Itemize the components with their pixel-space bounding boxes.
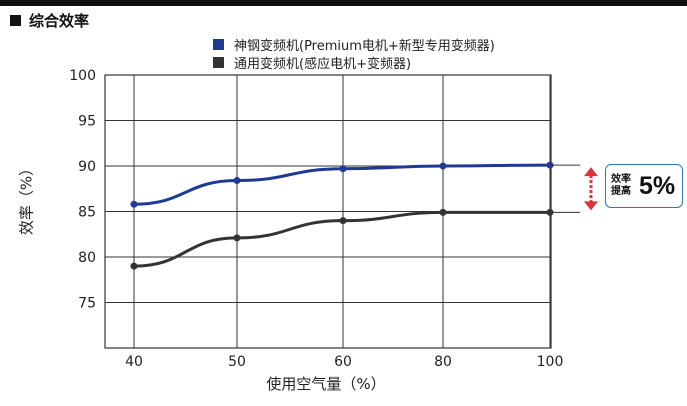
title-text: 综合效率: [29, 12, 90, 30]
chart-ticks: 100 95 90 85 80 75 40 50 60 80 100: [69, 68, 563, 370]
badge-caption-line2: 提高: [611, 186, 631, 197]
legend-item-general: 通用变频机(感应电机+变频器): [213, 53, 495, 72]
series-point-0: [130, 200, 138, 208]
badge-caption: 效率 提高: [611, 174, 637, 198]
chart-series: [130, 161, 580, 270]
legend-swatch-blue: [213, 38, 224, 50]
legend-label-general: 通用变频机(感应电机+变频器): [234, 56, 412, 72]
series-point-0: [233, 177, 241, 185]
chart-grid: [104, 74, 552, 349]
legend-swatch-black: [213, 56, 224, 68]
legend-item-premium: 神钢变频机(Premium电机+新型专用变频器): [213, 35, 495, 54]
x-tick-label: 50: [228, 354, 246, 370]
badge-caption-line1: 效率: [611, 174, 631, 185]
difference-arrow: [584, 167, 598, 211]
series-point-1: [339, 217, 347, 225]
top-border: [0, 0, 687, 6]
title-square-icon: [10, 15, 21, 26]
series-point-1: [130, 262, 138, 270]
efficiency-gain-badge: 效率 提高 5%: [605, 164, 683, 208]
series-point-0: [439, 162, 447, 170]
y-axis-label: 效率（%）: [17, 160, 36, 236]
x-tick-label: 80: [434, 354, 452, 370]
y-tick-label: 85: [78, 205, 96, 221]
arrow-head-up: [584, 167, 598, 177]
legend-label-premium: 神钢变频机(Premium电机+新型专用变频器): [234, 38, 495, 54]
series-point-1: [439, 208, 447, 216]
y-tick-label: 95: [78, 114, 96, 130]
y-tick-label: 80: [78, 250, 96, 266]
x-tick-label: 60: [334, 354, 352, 370]
badge-value: 5%: [639, 171, 676, 200]
series-point-1: [233, 234, 241, 242]
arrow-head-down: [584, 201, 598, 211]
x-tick-label: 40: [125, 354, 143, 370]
y-tick-label: 90: [78, 159, 96, 175]
chart-legend: 神钢变频机(Premium电机+新型专用变频器) 通用变频机(感应电机+变频器): [213, 35, 495, 72]
section-title: 综合效率: [10, 10, 89, 31]
series-point-0: [339, 165, 347, 173]
y-tick-label: 75: [78, 296, 96, 312]
y-tick-label: 100: [69, 68, 96, 84]
x-axis-label: 使用空气量（%）: [266, 375, 386, 393]
x-tick-label: 100: [537, 354, 564, 370]
